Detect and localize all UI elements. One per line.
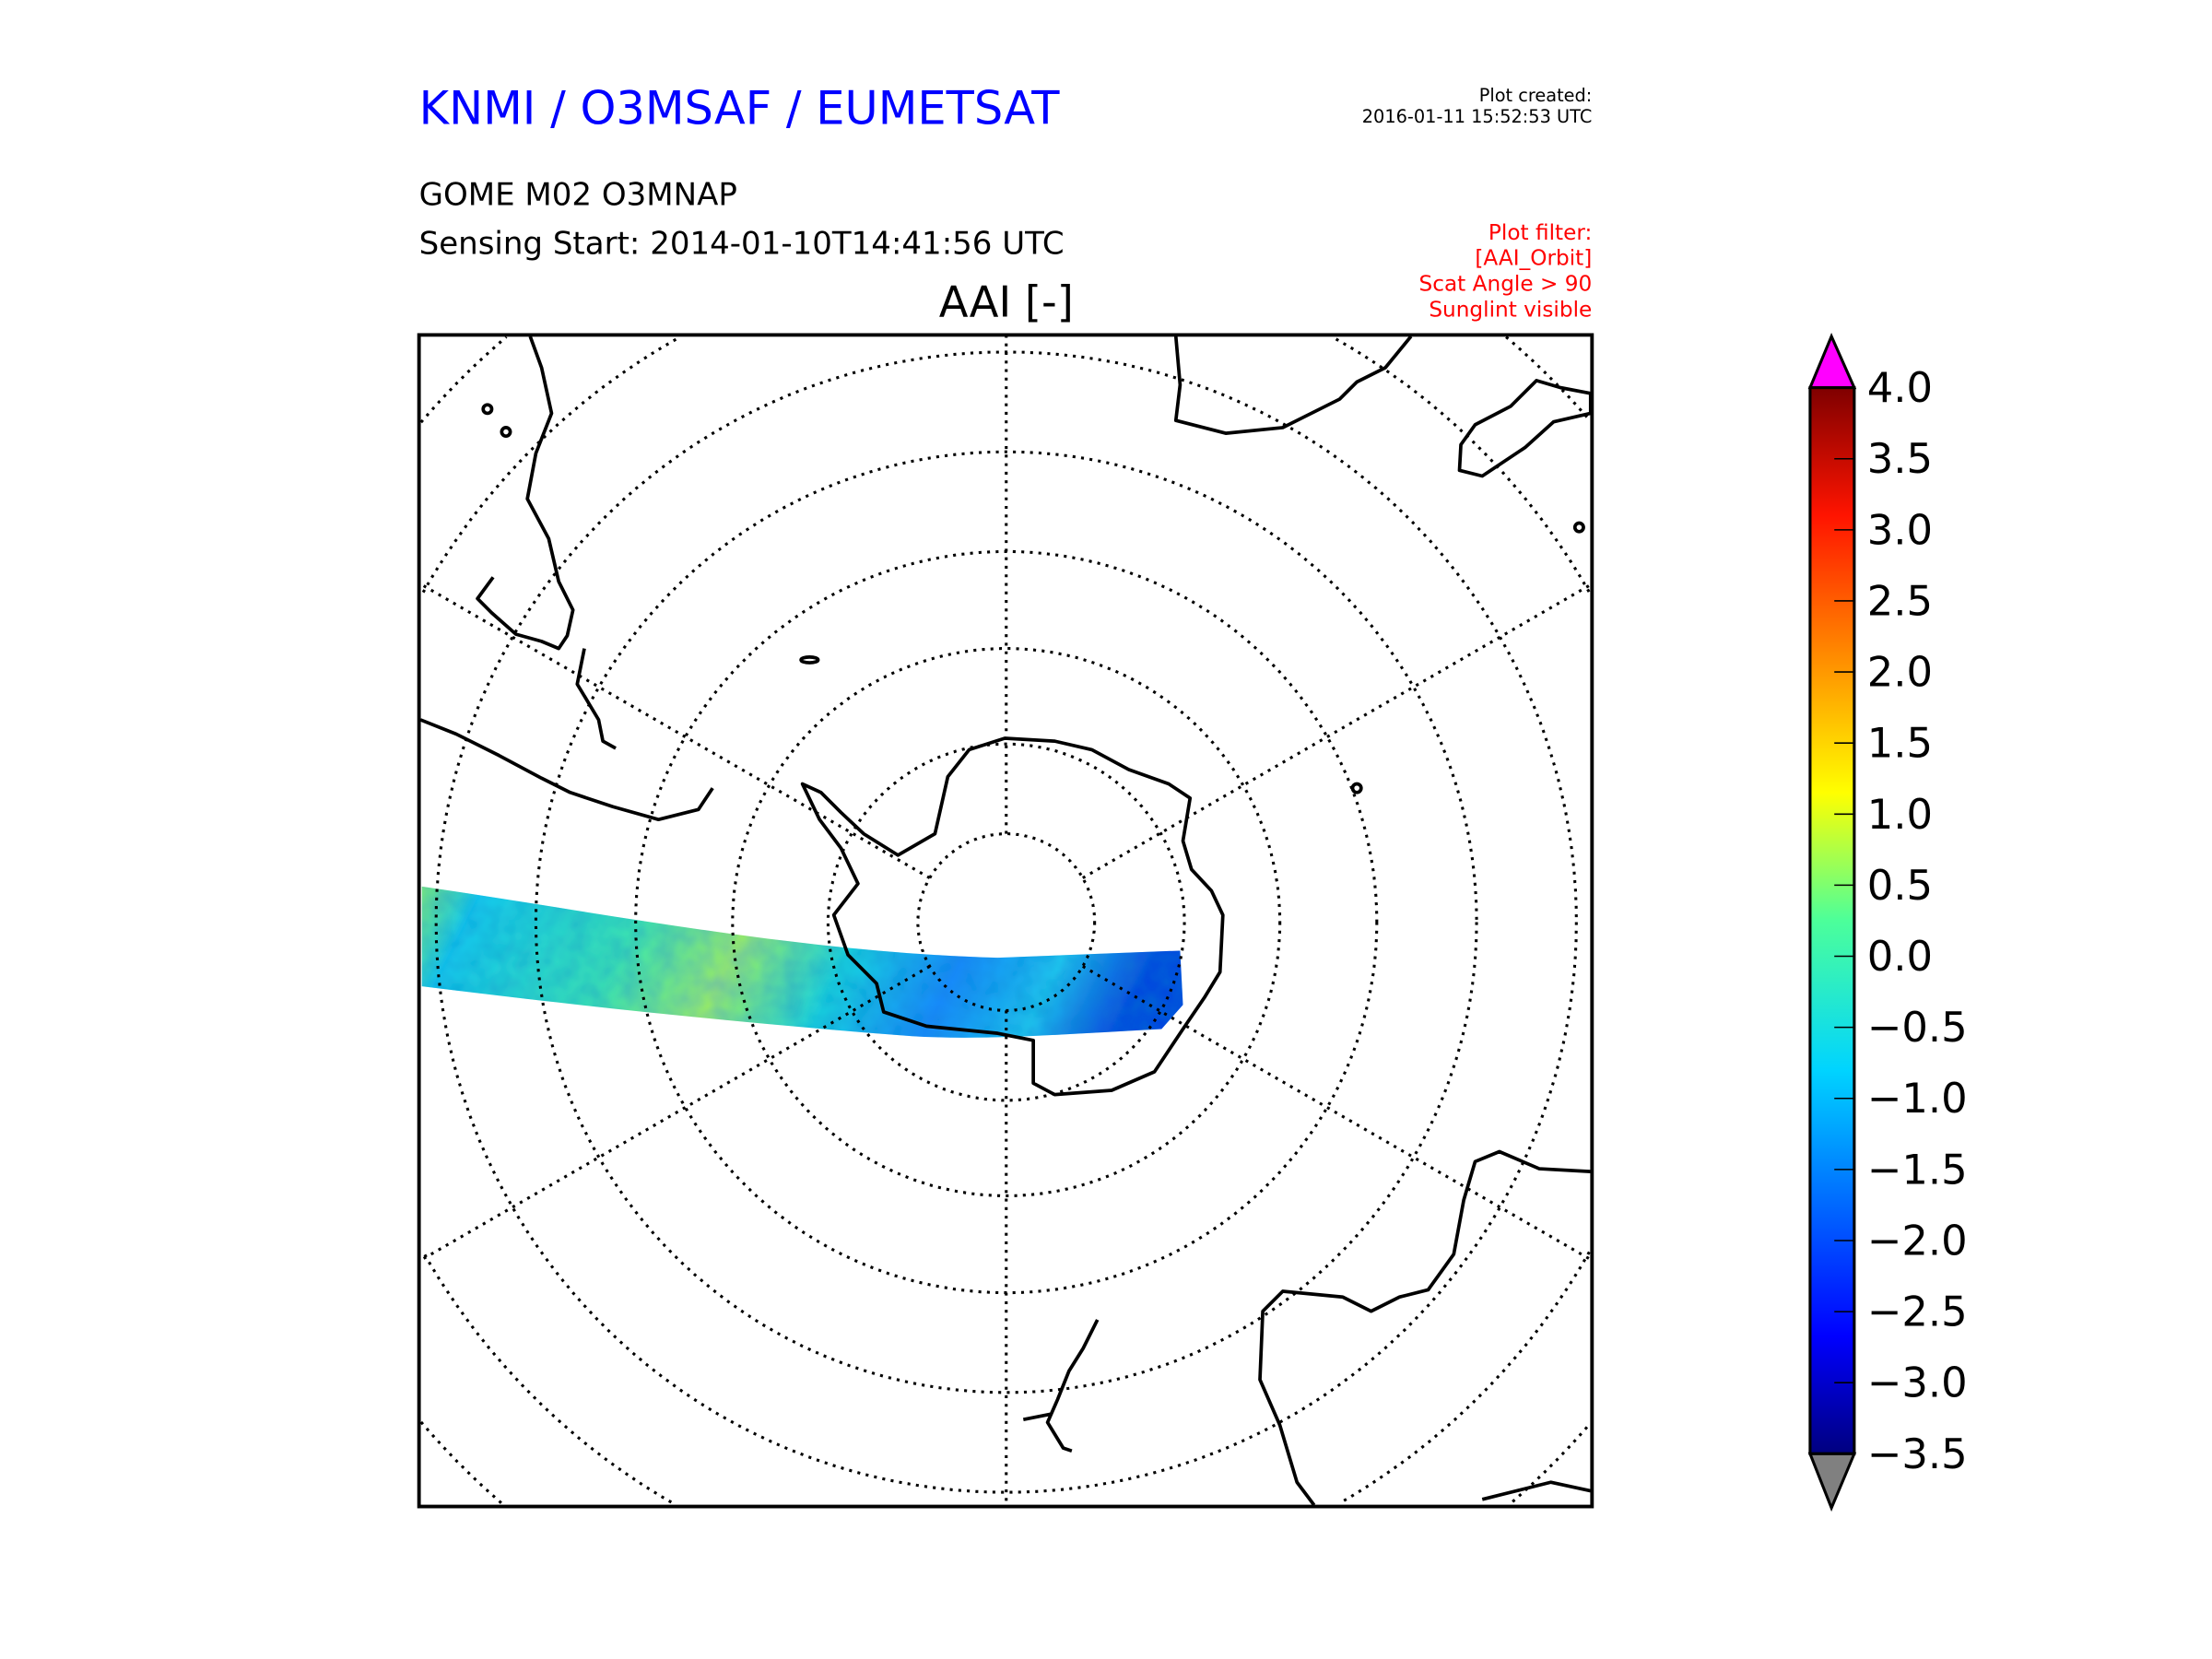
- latitude-circle: [634, 549, 1379, 1295]
- meridian-line: [1082, 583, 1592, 879]
- colorbar-tick-label: 3.0: [1867, 505, 1933, 554]
- colorbar-tick-label: 3.5: [1867, 434, 1933, 483]
- meridian-line: [419, 965, 931, 1262]
- latitude-circle: [434, 350, 1578, 1494]
- sensing-start: Sensing Start: 2014-01-10T14:41:56 UTC: [419, 225, 1065, 262]
- colorbar-tick-label: −2.0: [1867, 1216, 1968, 1265]
- new-zealand-coast: [1022, 1319, 1100, 1453]
- antarctica-coast: [800, 736, 1225, 1097]
- colorbar-tick-label: −3.5: [1867, 1430, 1968, 1478]
- colorbar-under-extension: [1807, 1452, 1857, 1512]
- island: [1350, 782, 1363, 794]
- meridian-line: [1082, 965, 1592, 1261]
- southern-africa-coast: [1173, 335, 1413, 435]
- colorbar-tick-label: −0.5: [1867, 1003, 1968, 1052]
- tierra-del-fuego-coast: [419, 718, 714, 822]
- aai-swath: [421, 886, 1183, 1038]
- madagascar-coast: [1457, 379, 1593, 478]
- meridian-line: [419, 582, 931, 879]
- filter-line: [AAI_Orbit]: [1475, 246, 1592, 271]
- page-title: KNMI / O3MSAF / EUMETSAT: [419, 82, 1061, 135]
- colorbar-tick-label: 0.5: [1867, 861, 1933, 910]
- island: [481, 403, 494, 416]
- colorbar-tick-label: −1.5: [1867, 1145, 1968, 1194]
- filter-line: Scat Angle > 90: [1419, 271, 1593, 296]
- graticule: [419, 335, 1592, 1505]
- colorbar-tick-label: 4.0: [1867, 363, 1933, 412]
- colorbar-tick-label: 2.0: [1867, 648, 1933, 697]
- plot-created-label: Plot created:: [1479, 85, 1593, 106]
- latitude-circle: [916, 832, 1097, 1012]
- latitude-circle: [534, 450, 1478, 1394]
- south-america-coast: [476, 335, 617, 750]
- product-name: GOME M02 O3MNAP: [419, 177, 737, 214]
- colorbar-tick-label: 0.0: [1867, 932, 1933, 981]
- latitude-circle: [419, 335, 1589, 1504]
- colorbar-over-extension: [1807, 333, 1857, 390]
- australia-coast: [1258, 1149, 1592, 1507]
- colorbar-tick-label: 1.5: [1867, 719, 1933, 768]
- falkland-islands: [799, 655, 820, 665]
- colorbar: 4.0 3.5 3.0 2.5 2.0 1.5 1.0 0.5 0.0 −0.5 −1.0 −1.5 −…: [1807, 333, 1968, 1512]
- map-title: AAI [-]: [939, 276, 1074, 326]
- island: [1572, 521, 1585, 534]
- filter-line: Sunglint visible: [1429, 297, 1592, 322]
- plot-filter: Plot filter: [AAI_Orbit] Scat Angle > 90…: [1419, 220, 1593, 323]
- colorbar-gradient: [1808, 386, 1856, 1455]
- colorbar-tick-label: 2.5: [1867, 576, 1933, 625]
- map-area: [419, 335, 1593, 1507]
- map-frame: [417, 333, 1594, 1509]
- colorbar-tick-label: 1.0: [1867, 790, 1933, 839]
- colorbar-tick-label: −3.0: [1867, 1359, 1968, 1407]
- colorbar-tick-label: −1.0: [1867, 1074, 1968, 1123]
- plot-created-value: 2016-01-11 15:52:53 UTC: [1362, 106, 1593, 127]
- filter-line: Plot filter:: [1488, 220, 1592, 245]
- latitude-circle: [826, 742, 1186, 1102]
- island: [500, 426, 512, 439]
- colorbar-tick-label: −2.5: [1867, 1288, 1968, 1336]
